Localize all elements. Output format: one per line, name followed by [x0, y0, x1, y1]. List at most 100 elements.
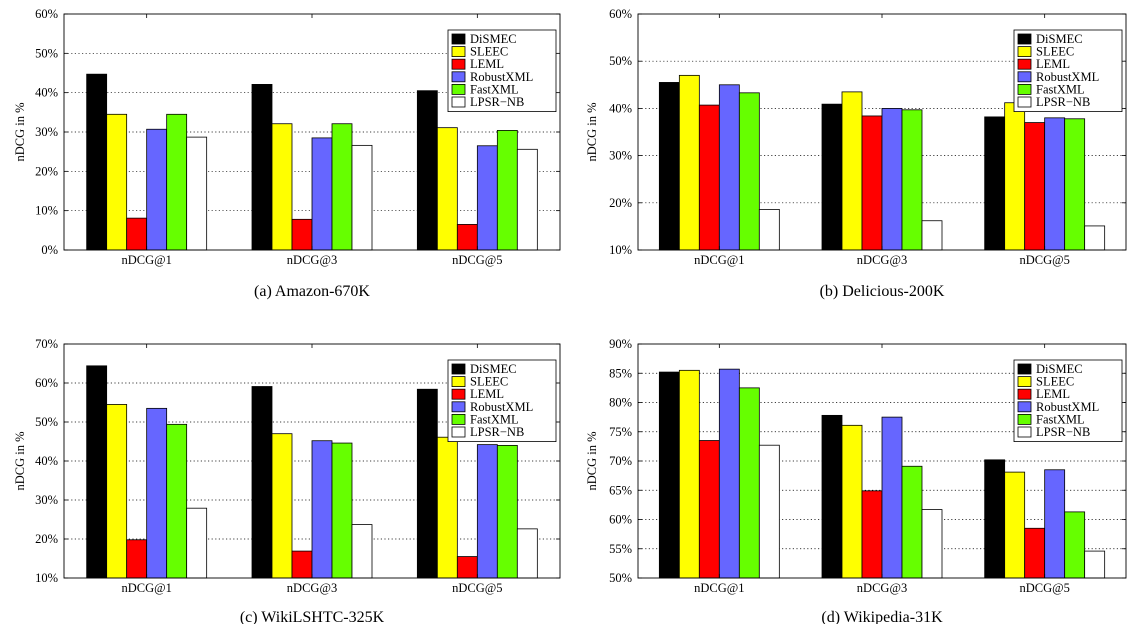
legend-label: RobustXML	[470, 70, 533, 84]
bar	[476, 145, 498, 251]
bar	[1064, 511, 1086, 579]
bar	[456, 556, 478, 579]
legend-box	[447, 359, 557, 442]
y-tick-label: 10%	[35, 204, 58, 218]
bar	[86, 73, 108, 251]
bar	[821, 414, 843, 579]
bar	[658, 371, 680, 579]
y-tick-label: 50%	[609, 571, 632, 585]
chart-svg: 0% 10% 20% 30% 40% 50% 60% nDCG@1 nDCG@3 nDCG@5 nD…	[13, 7, 561, 300]
y-axis-label: nDCG in %	[13, 102, 27, 161]
bar	[821, 103, 843, 251]
y-axis-label: nDCG in %	[585, 102, 599, 161]
bar	[416, 90, 438, 251]
bar	[1004, 471, 1026, 579]
bar	[496, 444, 518, 579]
x-tick-label: nDCG@3	[857, 581, 907, 595]
legend-swatch	[451, 363, 466, 375]
y-tick-label: 40%	[35, 86, 58, 100]
plot-frame	[637, 13, 1127, 251]
legend-box	[447, 29, 557, 112]
bar	[678, 369, 700, 579]
legend-box	[1013, 359, 1123, 442]
y-tick-label: 70%	[35, 337, 58, 351]
legend-swatch	[451, 388, 466, 400]
bar	[186, 507, 208, 579]
legend-label: DiSMEC	[1036, 32, 1083, 46]
legend-swatch	[451, 46, 466, 57]
bar	[311, 440, 333, 579]
legend-label: LEML	[470, 57, 504, 71]
plot-frame	[63, 13, 561, 251]
bar	[881, 416, 903, 579]
y-tick-label: 70%	[609, 454, 632, 468]
chart-delicious-200k: 10% 20% 30% 40% 50% 60% nDCG@1 nDCG@3 nDCG@5 nDCG…	[572, 0, 1144, 312]
legend-swatch	[1017, 58, 1032, 70]
bar	[1084, 550, 1106, 579]
x-tick-label: nDCG@1	[694, 253, 744, 267]
chart-wikipedia-31k: 50% 55% 60% 65% 70% 75% 80% 85% 90% nDCG@1 nDCG@3 n…	[572, 312, 1144, 624]
legend-label: RobustXML	[1036, 70, 1099, 84]
legend-swatch	[451, 426, 466, 438]
legend-swatch	[1017, 414, 1032, 425]
bar	[331, 123, 353, 251]
legend-swatch	[451, 376, 466, 387]
bar	[841, 424, 863, 579]
bar	[516, 528, 538, 579]
legend-swatch	[1017, 363, 1032, 375]
chart-svg: 10% 20% 30% 40% 50% 60% 70% nDCG@1 nDCG@3 nDCG@5 n…	[13, 337, 561, 624]
x-tick-label: nDCG@5	[452, 253, 502, 267]
x-tick-label: nDCG@1	[694, 581, 744, 595]
x-tick-label: nDCG@5	[452, 581, 502, 595]
legend-label: SLEEC	[470, 375, 508, 389]
y-tick-label: 65%	[609, 483, 632, 497]
bar	[1044, 117, 1066, 251]
legend-label: DiSMEC	[1036, 362, 1083, 376]
y-tick-label: 40%	[35, 454, 58, 468]
x-tick-label: nDCG@3	[287, 253, 337, 267]
y-tick-label: 85%	[609, 366, 632, 380]
legend-swatch	[451, 414, 466, 425]
bar	[718, 84, 740, 251]
bar	[738, 387, 760, 579]
y-tick-label: 30%	[35, 125, 58, 139]
x-tick-label: nDCG@3	[287, 581, 337, 595]
bar	[1004, 102, 1026, 251]
legend-label: FastXML	[1036, 82, 1085, 96]
bar	[436, 127, 458, 251]
y-tick-label: 60%	[35, 7, 58, 21]
legend-swatch	[1017, 426, 1032, 438]
legend-label: LPSR−NB	[1036, 95, 1090, 109]
legend-label: SLEEC	[470, 45, 508, 59]
legend-label: LEML	[470, 387, 504, 401]
y-tick-label: 55%	[609, 542, 632, 556]
legend-swatch	[1017, 376, 1032, 387]
bar	[126, 217, 148, 251]
bar	[1024, 527, 1046, 579]
x-tick-label: nDCG@1	[121, 253, 171, 267]
bar	[331, 442, 353, 579]
bar	[271, 123, 293, 251]
bar	[921, 509, 943, 579]
bar	[861, 115, 883, 251]
chart-caption: (b) Delicious-200K	[820, 283, 945, 300]
bar	[901, 109, 923, 251]
y-axis-label: nDCG in %	[13, 431, 27, 490]
bar	[658, 82, 680, 251]
legend-label: RobustXML	[1036, 400, 1099, 414]
legend-label: LPSR−NB	[1036, 425, 1090, 439]
bar	[1064, 118, 1086, 251]
y-tick-label: 90%	[609, 337, 632, 351]
bar	[496, 130, 518, 251]
y-axis-label: nDCG in %	[585, 431, 599, 490]
bar	[516, 148, 538, 251]
legend-swatch	[451, 58, 466, 70]
x-tick-label: nDCG@3	[857, 253, 907, 267]
x-tick-label: nDCG@1	[121, 581, 171, 595]
chart-wikilshtc-325k: 10% 20% 30% 40% 50% 60% 70% nDCG@1 nDCG@3 nDCG@5 n…	[0, 312, 572, 624]
bar	[881, 108, 903, 251]
chart-svg: 50% 55% 60% 65% 70% 75% 80% 85% 90% nDCG@1 nDCG@3 n…	[585, 337, 1127, 624]
bar	[921, 220, 943, 251]
legend-swatch	[1017, 71, 1032, 83]
y-tick-label: 40%	[609, 101, 632, 115]
